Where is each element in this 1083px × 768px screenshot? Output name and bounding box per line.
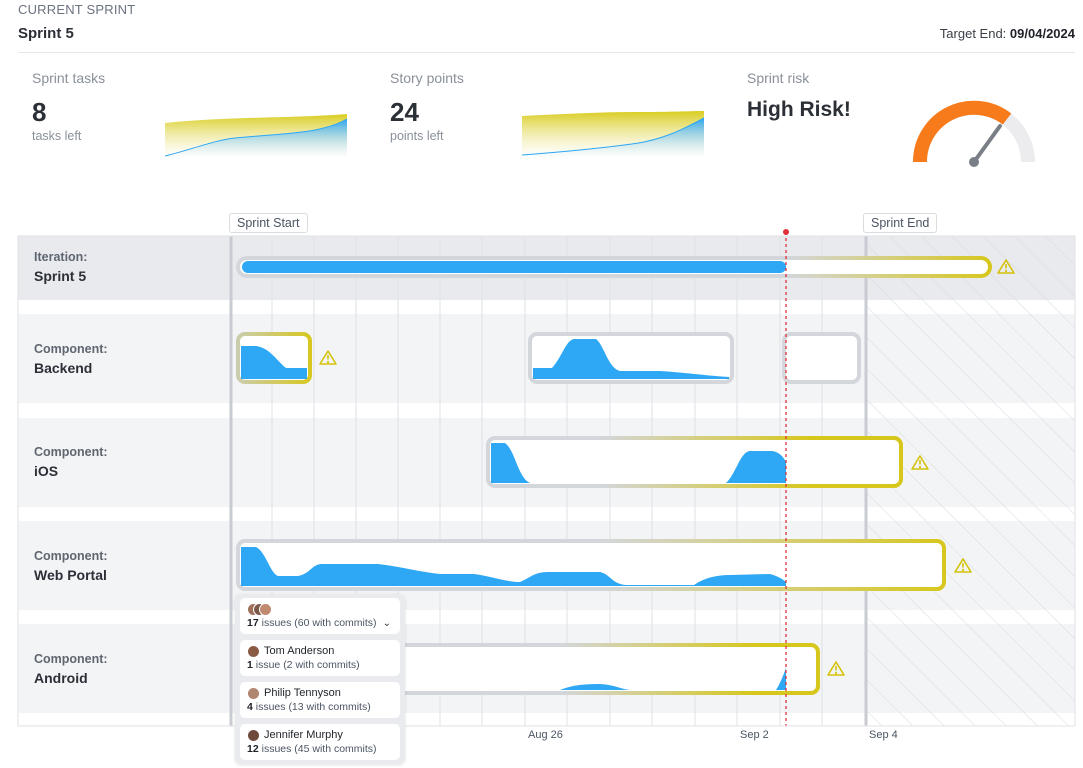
tasks-sparkline-line xyxy=(165,118,347,157)
backend-bar-3[interactable] xyxy=(782,332,861,384)
risk-gauge-fill xyxy=(912,100,1012,163)
web-portal-area xyxy=(241,547,786,586)
row-label-web-portal: Component: Web Portal xyxy=(34,549,108,583)
target-end-label: Target End: xyxy=(939,26,1007,41)
axis-label-sep4: Sep 4 xyxy=(869,729,898,741)
points-sparkline-line xyxy=(522,117,704,156)
axis-label-sep2: Sep 2 xyxy=(740,729,769,741)
popup-person-card[interactable]: Philip Tennyson 4 issues (13 with commit… xyxy=(240,682,400,718)
risk-gauge xyxy=(912,100,1035,167)
row-kind: Component: xyxy=(34,445,108,459)
warning-triangle-icon[interactable] xyxy=(827,661,845,676)
backend-area-1 xyxy=(241,346,307,379)
row-name: Android xyxy=(34,670,88,686)
kpi-points-label: Story points xyxy=(390,70,464,86)
chevron-down-icon[interactable]: ⌄ xyxy=(382,618,391,629)
points-sparkline-done xyxy=(522,118,704,158)
person-stats: 1 issue (2 with commits) xyxy=(247,659,360,671)
kpi-tasks-label: Sprint tasks xyxy=(32,70,106,86)
warning-triangle-icon[interactable] xyxy=(997,259,1015,274)
row-label-backend: Component: Backend xyxy=(34,342,108,376)
warning-triangle-icon[interactable] xyxy=(911,455,929,470)
person-name: Jennifer Murphy xyxy=(264,729,343,741)
timeline-frame xyxy=(17,235,1076,727)
avatar xyxy=(247,729,260,742)
iteration-progress xyxy=(242,261,786,273)
avatar xyxy=(247,645,260,658)
header-divider xyxy=(18,52,1075,53)
row-name: Backend xyxy=(34,360,93,376)
tasks-sparkline-done xyxy=(165,119,347,158)
backend-area-2 xyxy=(533,339,729,379)
kpi-tasks-value: 8 xyxy=(32,97,47,127)
row-label-iteration: Iteration: Sprint 5 xyxy=(34,250,87,284)
sprint-start-tag: Sprint Start xyxy=(229,213,308,233)
popup-person-card[interactable]: Tom Anderson 1 issue (2 with commits) xyxy=(240,640,400,676)
person-stats: 12 issues (45 with commits) xyxy=(247,743,377,755)
android-area-1 xyxy=(560,684,630,690)
person-name: Philip Tennyson xyxy=(264,687,341,699)
person-name: Tom Anderson xyxy=(264,645,335,657)
assignee-popup: 17 issues (60 with commits) ⌄ Tom Anders… xyxy=(235,594,405,764)
section-kicker: CURRENT SPRINT xyxy=(18,2,136,17)
kpi-risk-value: High Risk! xyxy=(747,98,851,121)
popup-summary[interactable]: 17 issues (60 with commits) ⌄ xyxy=(240,598,400,634)
row-name: Sprint 5 xyxy=(34,268,87,284)
ios-area xyxy=(491,443,786,483)
row-name: iOS xyxy=(34,463,59,479)
row-kind: Iteration: xyxy=(34,250,88,264)
warning-triangle-icon[interactable] xyxy=(319,350,337,365)
summary-stats: 17 issues (60 with commits) xyxy=(247,617,377,629)
warning-triangle-icon[interactable] xyxy=(954,558,972,573)
points-sparkline xyxy=(522,111,704,158)
tasks-sparkline xyxy=(165,114,347,158)
row-kind: Component: xyxy=(34,549,108,563)
risk-gauge-needle xyxy=(972,124,1002,164)
today-marker xyxy=(783,229,789,235)
kpi-points-unit: points left xyxy=(390,129,444,143)
row-label-android: Component: Android xyxy=(34,652,108,686)
sprint-title: Sprint 5 xyxy=(18,25,74,42)
kpi-tasks-unit: tasks left xyxy=(32,129,82,143)
kpi-risk-label: Sprint risk xyxy=(747,70,810,86)
avatar xyxy=(259,603,272,616)
kpi-points-value: 24 xyxy=(390,97,419,127)
android-area-2 xyxy=(776,668,786,690)
risk-gauge-pivot xyxy=(969,157,979,167)
row-name: Web Portal xyxy=(34,567,107,583)
axis-label-aug26: Aug 26 xyxy=(528,729,563,741)
target-end-value: 09/04/2024 xyxy=(1009,26,1075,41)
row-kind: Component: xyxy=(34,342,108,356)
row-label-ios: Component: iOS xyxy=(34,445,108,479)
sprint-end-tag: Sprint End xyxy=(863,213,938,233)
avatar xyxy=(247,687,260,700)
person-stats: 4 issues (13 with commits) xyxy=(247,701,371,713)
target-end: Target End: 09/04/2024 xyxy=(940,26,1075,41)
popup-person-card[interactable]: Jennifer Murphy 12 issues (45 with commi… xyxy=(240,724,400,760)
row-kind: Component: xyxy=(34,652,108,666)
ios-bar[interactable] xyxy=(486,436,903,488)
